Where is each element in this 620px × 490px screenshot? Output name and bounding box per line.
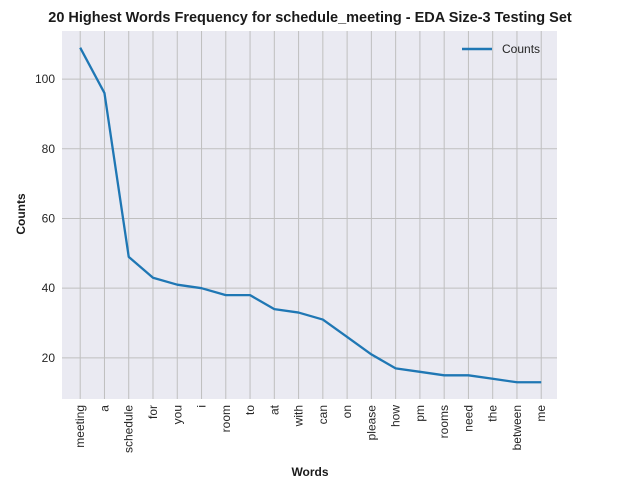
x-tick-label: to (243, 405, 257, 415)
x-tick-label: a (97, 405, 111, 412)
x-tick-label: you (170, 405, 184, 424)
x-tick-label: pm (413, 405, 427, 422)
x-tick-label: i (195, 405, 209, 408)
legend-label: Counts (502, 42, 540, 56)
x-tick-label: for (146, 405, 160, 419)
x-tick-label: me (534, 405, 548, 422)
legend: Counts (462, 42, 540, 56)
x-tick-label: with (292, 405, 306, 427)
y-tick-labels: 20 40 60 80 100 (35, 72, 55, 365)
y-tick-label: 60 (42, 211, 56, 225)
series-line (79, 47, 542, 384)
x-tick-label: schedule (122, 405, 136, 453)
x-tick-label: need (461, 405, 475, 432)
chart-title: 20 Highest Words Frequency for schedule_… (48, 10, 572, 26)
x-tick-label: room (219, 405, 233, 432)
y-tick-label: 80 (42, 142, 56, 156)
x-tick-label: rooms (437, 405, 451, 438)
x-tick-label: the (486, 405, 500, 422)
y-tick-label: 100 (35, 72, 55, 86)
x-tick-label: please (364, 405, 378, 441)
x-tick-label: can (316, 405, 330, 424)
x-tick-label: between (510, 405, 524, 450)
y-gridlines (62, 78, 557, 359)
x-tick-labels: meeting a schedule for you i room to at with can on… (73, 404, 548, 453)
x-gridlines (79, 31, 542, 399)
y-tick-label: 40 (42, 281, 56, 295)
y-axis-label: Counts (14, 193, 28, 235)
y-tick-label: 20 (42, 351, 56, 365)
x-tick-label: at (267, 404, 281, 415)
series-layer (79, 47, 542, 384)
x-axis-label: Words (291, 465, 328, 479)
x-tick-label: on (340, 405, 354, 418)
x-tick-label: meeting (73, 405, 87, 448)
x-tick-label: how (389, 405, 403, 427)
plot-area (62, 31, 557, 399)
